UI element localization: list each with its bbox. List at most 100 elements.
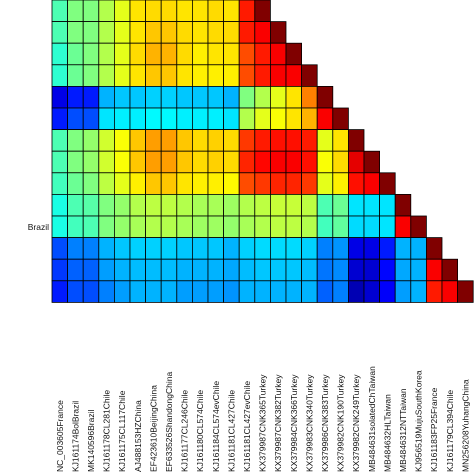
heatmap-cell	[285, 172, 303, 195]
heatmap-cell	[223, 237, 240, 260]
heatmap-cell	[82, 150, 100, 174]
heatmap-cell	[145, 107, 162, 131]
heatmap-cell	[441, 258, 459, 282]
heatmap-cell	[332, 280, 349, 303]
heatmap-cell	[145, 0, 162, 23]
heatmap-cell	[285, 193, 303, 217]
heatmap-cell	[129, 150, 147, 174]
heatmap-cell	[114, 0, 131, 23]
heatmap-cell	[67, 258, 84, 282]
x-tick-label: MB484632HLTaiwan	[382, 394, 392, 472]
heatmap-cell	[332, 237, 349, 260]
heatmap-cell	[51, 42, 69, 66]
heatmap-cell	[332, 258, 349, 282]
heatmap-cell	[316, 193, 334, 217]
heatmap-cell	[410, 258, 427, 282]
heatmap-cell	[238, 172, 256, 195]
heatmap-cell	[82, 172, 100, 195]
heatmap-cell	[269, 172, 287, 195]
heatmap-cell	[425, 237, 443, 260]
heatmap-cell	[67, 21, 84, 44]
heatmap-cell	[285, 107, 303, 131]
heatmap-cell	[207, 237, 225, 260]
x-tick-label: KX379986CNK383Turkey	[320, 374, 330, 472]
heatmap-cell	[207, 215, 225, 239]
heatmap-cell	[238, 21, 256, 44]
heatmap-cell	[114, 42, 131, 66]
x-tick-label: KJ161181CL427Chile	[226, 390, 236, 472]
heatmap-cell	[269, 193, 287, 217]
heatmap-cell	[316, 258, 334, 282]
heatmap-cell	[67, 237, 84, 260]
heatmap-cell	[410, 237, 427, 260]
heatmap-cell	[160, 172, 178, 195]
heatmap-cell	[223, 172, 240, 195]
heatmap-cell	[114, 21, 131, 44]
heatmap-cell	[347, 280, 365, 303]
heatmap-cell	[114, 215, 131, 239]
heatmap-cell	[223, 129, 240, 152]
heatmap-cell	[254, 129, 271, 152]
heatmap-cell	[207, 258, 225, 282]
heatmap-cell	[82, 107, 100, 131]
x-tick-label: KX379983CNK340Turkey	[304, 374, 314, 472]
heatmap-cell	[160, 107, 178, 131]
heatmap-cell	[160, 193, 178, 217]
heatmap-cell	[223, 280, 240, 303]
heatmap-cell	[301, 86, 318, 109]
heatmap-cell	[285, 150, 303, 174]
heatmap-cell	[145, 193, 162, 217]
heatmap-cell	[285, 42, 303, 66]
heatmap-cell	[254, 172, 271, 195]
heatmap-cell	[114, 150, 131, 174]
heatmap-cell	[191, 150, 209, 174]
heatmap-cell	[191, 64, 209, 87]
heatmap-cell	[129, 21, 147, 44]
heatmap-cell	[160, 86, 178, 109]
heatmap-cell	[285, 237, 303, 260]
x-tick-label: MB4846312NTTaiwan	[398, 388, 408, 472]
heatmap-cell	[145, 21, 162, 44]
heatmap-cell	[254, 258, 271, 282]
heatmap-cell	[269, 86, 287, 109]
heatmap-cell	[191, 215, 209, 239]
heatmap-cell	[67, 86, 84, 109]
x-tick-label: KX379987CNK365Turkey	[258, 374, 268, 472]
heatmap-cell	[269, 21, 287, 44]
heatmap-cell	[51, 172, 69, 195]
heatmap-cell	[301, 193, 318, 217]
x-tick-label: NC_003605France	[55, 400, 65, 472]
heatmap-cell	[394, 215, 412, 239]
x-tick-label: KJ161177CL246Chile	[180, 390, 190, 472]
heatmap-cell	[98, 215, 115, 239]
heatmap-cell	[316, 215, 334, 239]
heatmap-cell	[191, 237, 209, 260]
heatmap-cell	[145, 258, 162, 282]
heatmap-cell	[145, 64, 162, 87]
heatmap-cell	[176, 215, 193, 239]
heatmap-cell	[191, 21, 209, 44]
heatmap-cell	[254, 150, 271, 174]
heatmap-cell	[316, 150, 334, 174]
heatmap-cell	[98, 129, 115, 152]
heatmap-cell	[347, 215, 365, 239]
heatmap-cell	[191, 258, 209, 282]
heatmap-cell	[51, 0, 69, 23]
x-tick-label: EF633526ShandongChina	[164, 372, 174, 472]
y-tick-label: Brazil	[28, 222, 49, 232]
heatmap-cell	[347, 237, 365, 260]
heatmap-cell	[114, 258, 131, 282]
heatmap-cell	[223, 0, 240, 23]
heatmap-cell	[67, 42, 84, 66]
heatmap-cell	[379, 172, 396, 195]
x-tick-label: KJ161184CL574evChile	[211, 381, 221, 472]
heatmap-cell	[67, 129, 84, 152]
heatmap-cell	[347, 150, 365, 174]
heatmap-cell	[363, 258, 381, 282]
heatmap-cell	[363, 280, 381, 303]
heatmap-cell	[207, 193, 225, 217]
heatmap-cell	[82, 280, 100, 303]
heatmap-cell	[176, 86, 193, 109]
heatmap-cell	[269, 237, 287, 260]
heatmap-cell	[223, 21, 240, 44]
